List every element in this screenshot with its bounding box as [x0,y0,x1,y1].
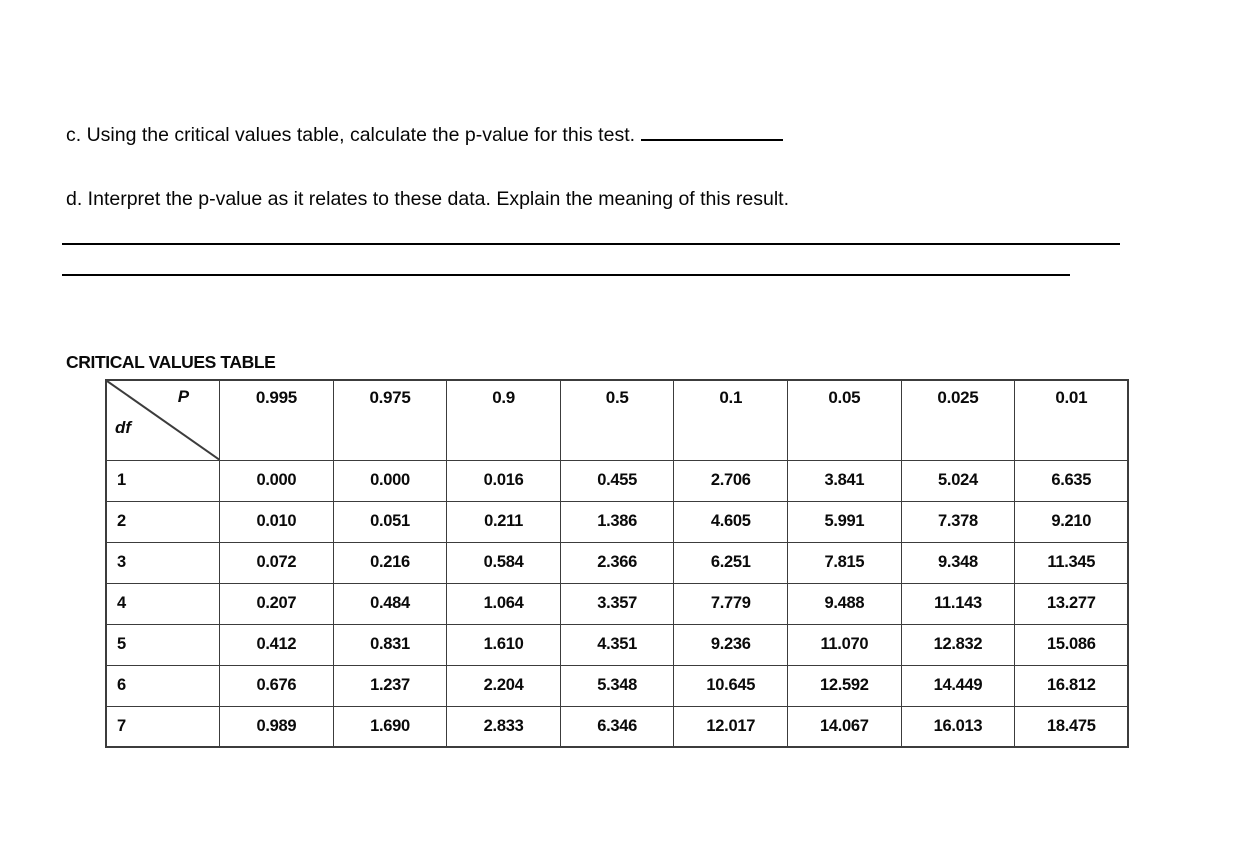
value-cell: 0.072 [219,541,334,584]
value-cell: 1.386 [559,500,675,543]
corner-cell: P df [105,379,221,461]
value-cell: 9.348 [900,541,1016,584]
df-cell: 2 [105,500,221,543]
table-row: 1 0.000 0.000 0.016 0.455 2.706 3.841 5.024 6.63… [105,459,1129,502]
value-cell: 14.067 [787,705,902,748]
question-d: d. Interpret the p-value as it relates t… [66,186,789,212]
value-cell: 7.378 [900,500,1016,543]
p-header-cell: 0.05 [787,379,902,461]
value-cell: 6.251 [673,541,789,584]
question-d-text: d. Interpret the p-value as it relates t… [66,188,789,210]
value-cell: 0.016 [446,459,561,502]
value-cell: 0.000 [219,459,334,502]
table-row: 2 0.010 0.051 0.211 1.386 4.605 5.991 7.378 9.21… [105,500,1129,543]
df-cell: 4 [105,582,221,625]
value-cell: 0.010 [219,500,334,543]
table-row: 4 0.207 0.484 1.064 3.357 7.779 9.488 11.143 13.… [105,582,1129,625]
answer-line-d-2 [62,274,1070,276]
df-cell: 6 [105,664,221,707]
value-cell: 4.351 [559,623,675,666]
value-cell: 1.610 [446,623,561,666]
value-cell: 0.455 [559,459,675,502]
value-cell: 0.211 [446,500,561,543]
value-cell: 11.143 [900,582,1016,625]
diagonal-divider [107,381,219,460]
table-body: 1 0.000 0.000 0.016 0.455 2.706 3.841 5.024 6.63… [105,459,1129,748]
value-cell: 6.346 [559,705,675,748]
table-row: 7 0.989 1.690 2.833 6.346 12.017 14.067 16.013 1… [105,705,1129,748]
value-cell: 7.779 [673,582,789,625]
value-cell: 6.635 [1014,459,1129,502]
value-cell: 3.841 [787,459,902,502]
df-cell: 7 [105,705,221,748]
value-cell: 9.236 [673,623,789,666]
value-cell: 0.676 [219,664,334,707]
value-cell: 0.051 [332,500,448,543]
df-cell: 1 [105,459,221,502]
value-cell: 0.584 [446,541,561,584]
value-cell: 18.475 [1014,705,1129,748]
value-cell: 0.207 [219,582,334,625]
value-cell: 2.833 [446,705,561,748]
p-header-cell: 0.975 [332,379,448,461]
table-row: 5 0.412 0.831 1.610 4.351 9.236 11.070 12.832 15… [105,623,1129,666]
df-cell: 5 [105,623,221,666]
value-cell: 12.017 [673,705,789,748]
value-cell: 1.690 [332,705,448,748]
value-cell: 1.237 [332,664,448,707]
value-cell: 5.024 [900,459,1016,502]
corner-df-label: df [115,417,132,437]
value-cell: 13.277 [1014,582,1129,625]
value-cell: 4.605 [673,500,789,543]
p-header-cell: 0.9 [446,379,561,461]
value-cell: 11.070 [787,623,902,666]
value-cell: 0.989 [219,705,334,748]
value-cell: 9.488 [787,582,902,625]
value-cell: 14.449 [900,664,1016,707]
value-cell: 16.013 [900,705,1016,748]
table-row: 3 0.072 0.216 0.584 2.366 6.251 7.815 9.348 11.3… [105,541,1129,584]
value-cell: 0.412 [219,623,334,666]
answer-blank-c [641,119,784,141]
value-cell: 0.831 [332,623,448,666]
value-cell: 1.064 [446,582,561,625]
value-cell: 16.812 [1014,664,1129,707]
question-c-text: c. Using the critical values table, calc… [66,124,636,146]
table-row: 6 0.676 1.237 2.204 5.348 10.645 12.592 14.449 1… [105,664,1129,707]
corner-p-label: P [177,387,190,406]
value-cell: 3.357 [559,582,675,625]
value-cell: 10.645 [673,664,789,707]
value-cell: 2.366 [559,541,675,584]
value-cell: 2.706 [673,459,789,502]
value-cell: 0.216 [332,541,448,584]
question-c: c. Using the critical values table, calc… [66,119,784,148]
answer-line-d-1 [62,243,1120,245]
p-header-cell: 0.5 [559,379,675,461]
value-cell: 12.592 [787,664,902,707]
table-header-row: P df 0.995 0.975 0.9 0.5 0.1 0.05 0.025 0.01 [105,379,1129,461]
value-cell: 2.204 [446,664,561,707]
p-header-cell: 0.995 [219,379,334,461]
value-cell: 9.210 [1014,500,1129,543]
value-cell: 15.086 [1014,623,1129,666]
p-header-cell: 0.025 [900,379,1016,461]
value-cell: 0.484 [332,582,448,625]
value-cell: 11.345 [1014,541,1129,584]
value-cell: 7.815 [787,541,902,584]
table-title: CRITICAL VALUES TABLE [66,352,276,372]
p-header-cell: 0.01 [1014,379,1129,461]
value-cell: 12.832 [900,623,1016,666]
p-header-cell: 0.1 [673,379,789,461]
df-cell: 3 [105,541,221,584]
value-cell: 0.000 [332,459,448,502]
value-cell: 5.348 [559,664,675,707]
value-cell: 5.991 [787,500,902,543]
